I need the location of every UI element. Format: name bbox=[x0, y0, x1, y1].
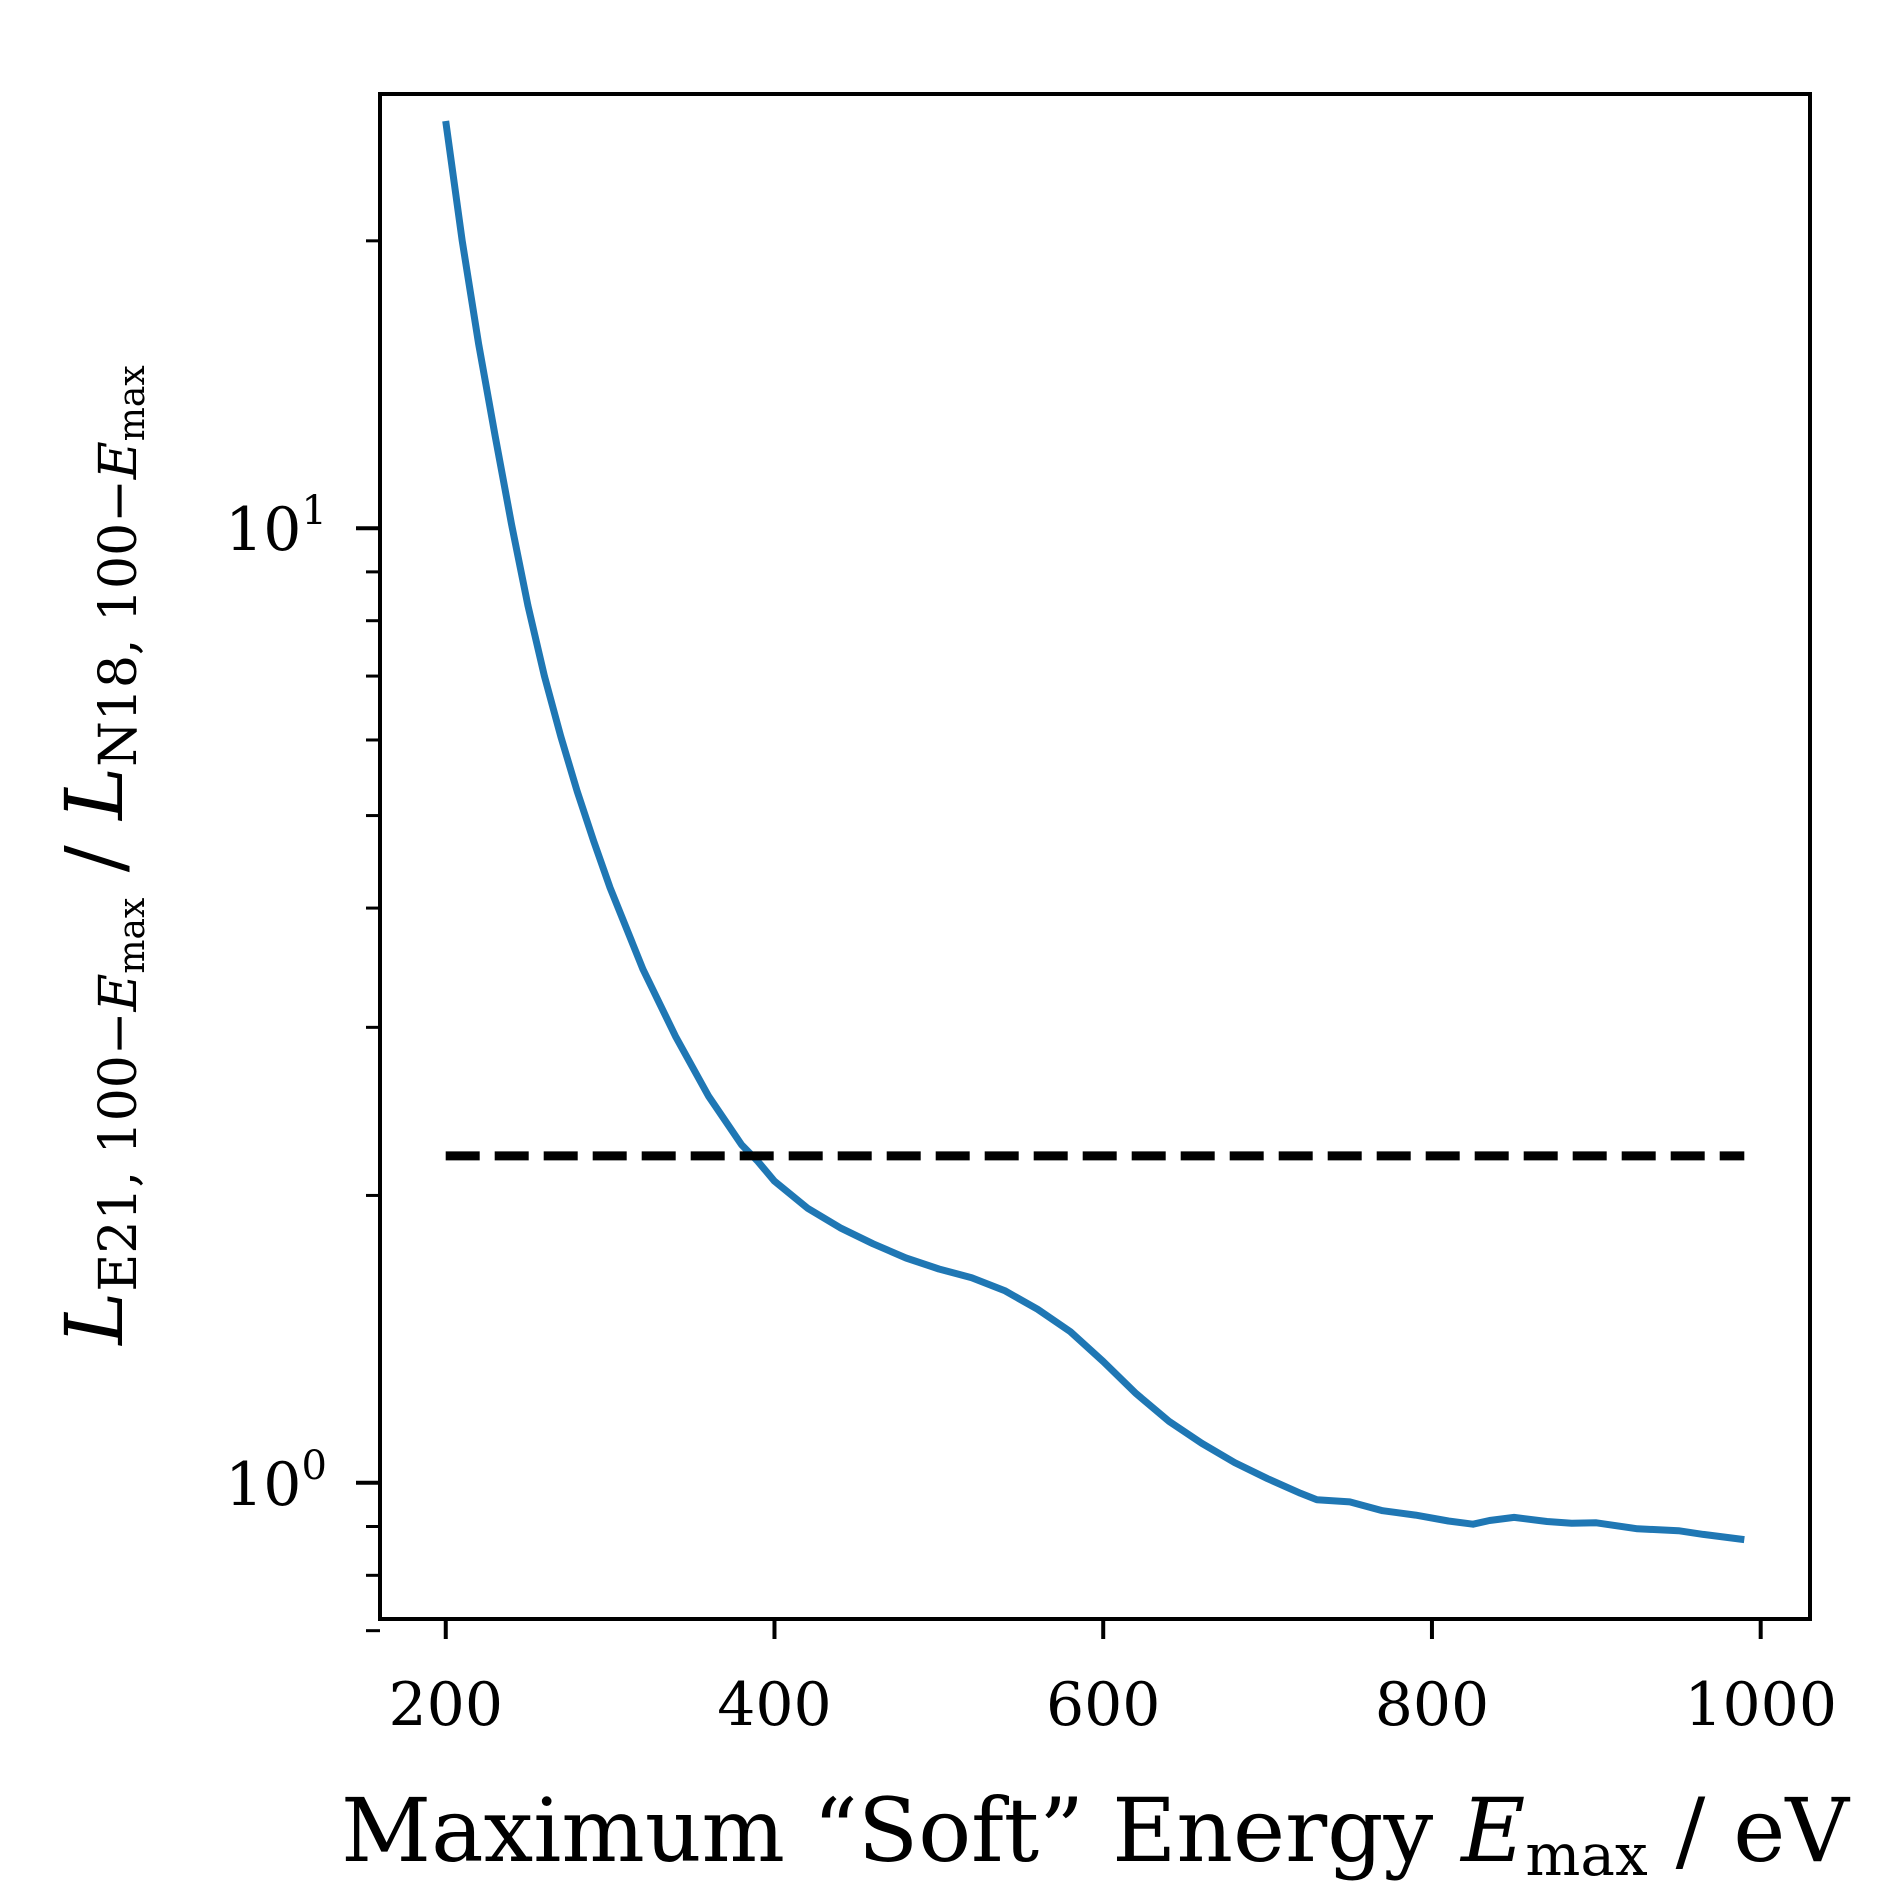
x-tick-label-1000: 1000 bbox=[1684, 1670, 1837, 1740]
x-tick-label-200: 200 bbox=[388, 1670, 503, 1740]
y-label-num-sub: E21, 100− bbox=[89, 1012, 149, 1292]
y-label-den-sub-var: E bbox=[89, 441, 149, 480]
y-label-den-sub-sub: max bbox=[112, 365, 153, 441]
y-label-num-sub-sub: max bbox=[112, 898, 153, 974]
series-line-0 bbox=[442, 120, 1745, 1544]
x-axis-label-sub: max bbox=[1525, 1821, 1647, 1889]
plot-frame bbox=[378, 92, 1812, 1621]
x-axis-ticks: 200 400 600 800 1000 bbox=[388, 1619, 1837, 1740]
y-tick-label-exponent: 0 bbox=[301, 1443, 326, 1489]
y-tick-label-10: 101 bbox=[225, 488, 327, 565]
y-tick-label-base: 10 bbox=[225, 495, 301, 565]
x-axis-label-prefix: Maximum “Soft” Energy bbox=[341, 1779, 1461, 1882]
y-label-sep: / bbox=[48, 820, 141, 898]
y-tick-label-exponent: 1 bbox=[301, 488, 326, 534]
y-label-den-sub: N18, 100− bbox=[89, 479, 149, 767]
x-tick-label-800: 800 bbox=[1375, 1670, 1490, 1740]
y-axis-label: LE21, 100−Emax / LN18, 100−Emax bbox=[48, 365, 153, 1346]
y-tick-label-1: 100 bbox=[225, 1443, 327, 1520]
x-axis-label: Maximum “Soft” Energy Emax / eV bbox=[341, 1779, 1850, 1889]
y-label-den-var: L bbox=[48, 767, 141, 822]
x-tick-label-400: 400 bbox=[717, 1670, 832, 1740]
x-tick-label-600: 600 bbox=[1046, 1670, 1161, 1740]
x-axis-label-var: E bbox=[1459, 1779, 1525, 1882]
y-label-num-sub-var: E bbox=[89, 974, 149, 1013]
series-layer bbox=[442, 120, 1745, 1544]
y-label-num-var: L bbox=[48, 1292, 141, 1347]
y-tick-label-base: 10 bbox=[225, 1450, 301, 1520]
x-axis-label-suffix: / eV bbox=[1648, 1779, 1851, 1882]
